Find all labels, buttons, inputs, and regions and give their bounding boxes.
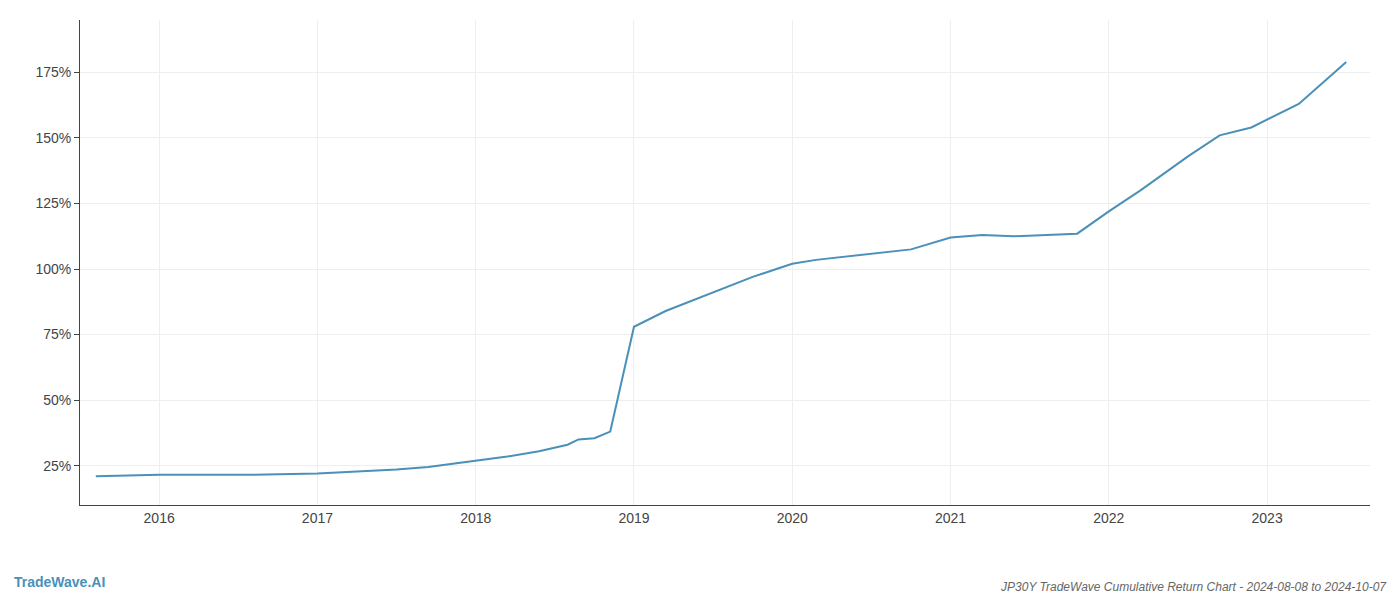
svg-text:JP30Y TradeWave Cumulative Ret: JP30Y TradeWave Cumulative Return Chart … <box>1000 580 1387 594</box>
svg-text:2017: 2017 <box>302 510 333 526</box>
svg-text:2020: 2020 <box>777 510 808 526</box>
svg-text:175%: 175% <box>35 64 71 80</box>
svg-text:2018: 2018 <box>460 510 491 526</box>
svg-text:150%: 150% <box>35 130 71 146</box>
svg-text:2016: 2016 <box>144 510 175 526</box>
svg-text:125%: 125% <box>35 195 71 211</box>
svg-text:2022: 2022 <box>1093 510 1124 526</box>
svg-text:100%: 100% <box>35 261 71 277</box>
svg-text:TradeWave.AI: TradeWave.AI <box>14 574 105 590</box>
svg-text:50%: 50% <box>43 392 71 408</box>
svg-text:2021: 2021 <box>935 510 966 526</box>
svg-text:25%: 25% <box>43 458 71 474</box>
svg-text:75%: 75% <box>43 326 71 342</box>
svg-text:2019: 2019 <box>618 510 649 526</box>
svg-text:2023: 2023 <box>1252 510 1283 526</box>
